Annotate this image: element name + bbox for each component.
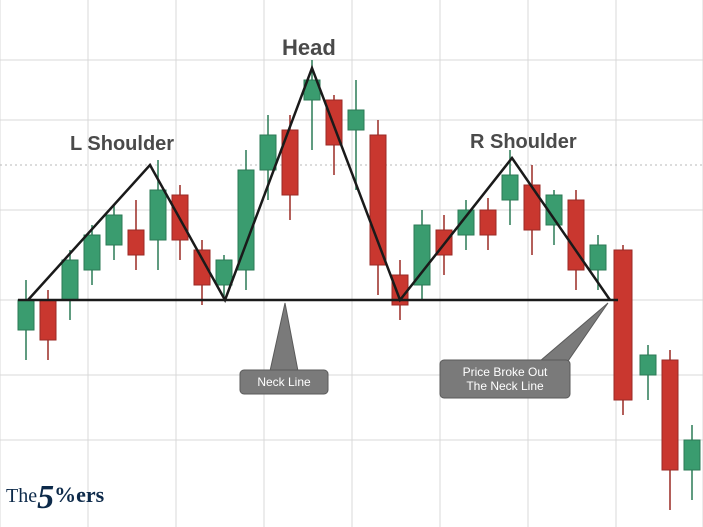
svg-text:Price Broke Out: Price Broke Out — [463, 365, 548, 379]
logo-suffix: %ers — [54, 482, 104, 507]
svg-text:The Neck Line: The Neck Line — [466, 379, 544, 393]
head-and-shoulders-chart: L Shoulder Head R Shoulder Neck Line Price B… — [0, 0, 703, 527]
chart-svg: L Shoulder Head R Shoulder Neck Line Price B… — [0, 0, 703, 527]
svg-text:R Shoulder: R Shoulder — [470, 131, 577, 153]
svg-text:Neck Line: Neck Line — [257, 375, 311, 389]
logo-prefix: The — [6, 485, 37, 507]
logo-big: 5 — [37, 479, 54, 516]
svg-text:Head: Head — [282, 35, 336, 60]
the5ers-logo: The5%ers — [6, 479, 104, 517]
svg-text:L Shoulder: L Shoulder — [70, 133, 174, 155]
